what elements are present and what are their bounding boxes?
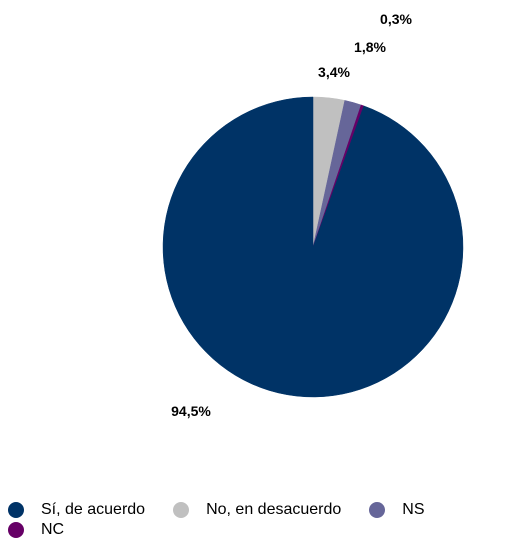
legend-row-1: Sí, de acuerdo No, en desacuerdo NS xyxy=(8,500,503,520)
legend-row-2: NC xyxy=(8,520,503,540)
data-label-si-de-acuerdo: 94,5% xyxy=(171,403,211,419)
legend-item-nc: NC xyxy=(8,521,64,539)
data-label-no-en-desacuerdo: 3,4% xyxy=(318,64,350,80)
legend-item-no-en-desacuerdo: No, en desacuerdo xyxy=(173,501,341,519)
pie-data-labels: 94,5% 3,4% 1,8% 0,3% xyxy=(171,11,412,419)
legend-label-nc: NC xyxy=(41,521,65,538)
legend-swatch-nc xyxy=(8,522,24,538)
legend-item-si-de-acuerdo: Sí, de acuerdo xyxy=(8,501,145,519)
legend-swatch-ns xyxy=(369,502,386,518)
pie-slice-si-de-acuerdo xyxy=(162,96,464,398)
legend-label-no-en-desacuerdo: No, en desacuerdo xyxy=(206,501,342,518)
pie-slices xyxy=(162,96,464,398)
legend-label-ns: NS xyxy=(402,501,425,518)
data-label-nc: 0,3% xyxy=(380,11,412,27)
legend-item-ns: NS xyxy=(369,501,425,519)
legend-swatch-no-en-desacuerdo xyxy=(173,502,190,518)
legend: Sí, de acuerdo No, en desacuerdo NS NC xyxy=(8,500,503,540)
legend-swatch-si-de-acuerdo xyxy=(8,502,24,518)
data-label-ns: 1,8% xyxy=(354,39,386,55)
legend-label-si-de-acuerdo: Sí, de acuerdo xyxy=(41,501,146,518)
